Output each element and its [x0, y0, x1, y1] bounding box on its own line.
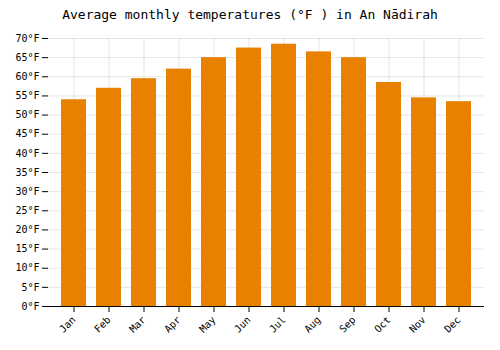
svg-text:45°F: 45°F [15, 128, 39, 139]
svg-text:30°F: 30°F [15, 186, 39, 197]
svg-text:Oct: Oct [372, 314, 393, 335]
svg-text:20°F: 20°F [15, 224, 39, 235]
svg-text:50°F: 50°F [15, 109, 39, 120]
svg-text:Feb: Feb [92, 314, 113, 335]
svg-text:Dec: Dec [442, 314, 463, 335]
svg-text:70°F: 70°F [15, 33, 39, 44]
svg-text:40°F: 40°F [15, 148, 39, 159]
svg-text:Jun: Jun [232, 314, 253, 335]
svg-text:25°F: 25°F [15, 205, 39, 216]
svg-text:0°F: 0°F [21, 301, 39, 312]
svg-text:Jul: Jul [267, 314, 288, 335]
svg-text:May: May [197, 314, 218, 335]
svg-text:15°F: 15°F [15, 243, 39, 254]
html-text:Average monthly temperatures (: Average monthly temperatures (°F ) in An… [62, 7, 438, 22]
svg-text:Sep: Sep [337, 314, 358, 335]
svg-text:55°F: 55°F [15, 90, 39, 101]
svg-text:60°F: 60°F [15, 71, 39, 82]
svg-text:35°F: 35°F [15, 167, 39, 178]
svg-text:Jan: Jan [57, 314, 78, 335]
svg-text:Apr: Apr [162, 314, 183, 335]
svg-text:Mar: Mar [127, 314, 148, 335]
svg-text:5°F: 5°F [21, 282, 39, 293]
svg-text:10°F: 10°F [15, 262, 39, 273]
svg-text:Nov: Nov [407, 314, 428, 335]
svg-text:Aug: Aug [302, 314, 323, 335]
svg-text:65°F: 65°F [15, 52, 39, 63]
